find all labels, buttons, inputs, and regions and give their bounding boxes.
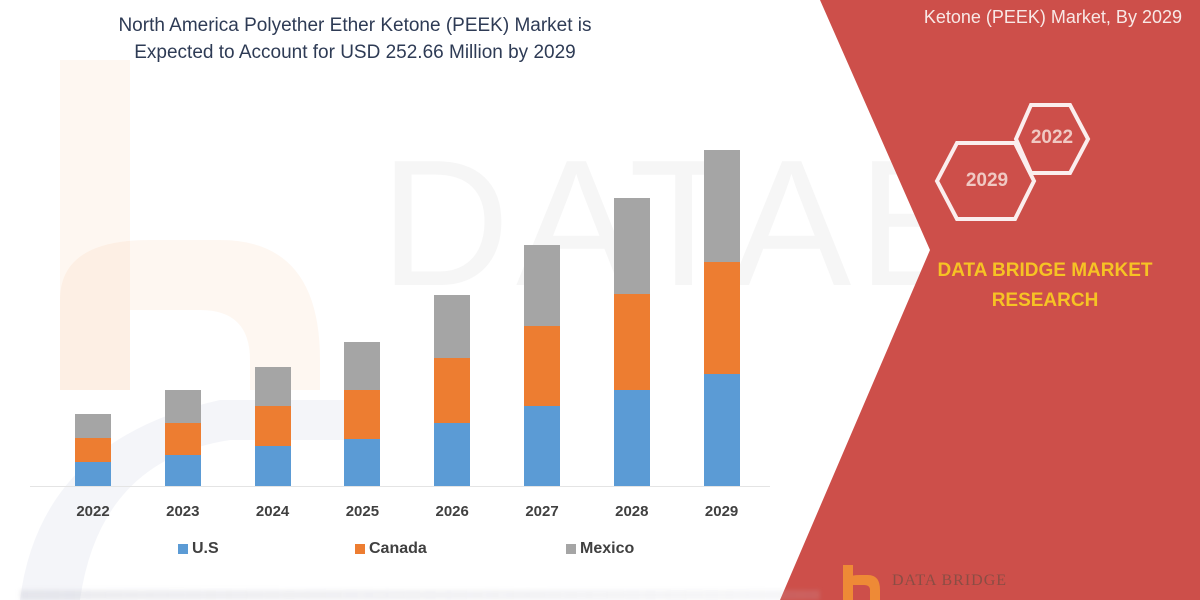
bar-segment-canada-2027 <box>524 326 560 406</box>
bar-2026 <box>434 295 471 486</box>
bar-segment-mexico-2028 <box>613 198 650 294</box>
legend-label-canada: Canada <box>369 540 427 557</box>
chart-title-line-2: Expected to Account for USD 252.66 Milli… <box>134 42 576 63</box>
legend-item-canada: Canada <box>355 540 427 558</box>
bar-segment-us-2029 <box>703 374 740 486</box>
bar-2023 <box>164 390 201 486</box>
bar-segment-mexico-2027 <box>524 245 560 326</box>
legend-label-mexico: Mexico <box>580 540 635 557</box>
bar-segment-canada-2024 <box>254 406 291 446</box>
bar-segment-mexico-2024 <box>254 367 291 406</box>
legend-item-mexico: Mexico <box>566 540 634 558</box>
bar-segment-us-2023 <box>164 455 201 486</box>
legend-label-us: U.S <box>192 540 219 557</box>
bar-segment-us-2027 <box>524 406 560 486</box>
bar-segment-canada-2022 <box>75 438 111 462</box>
bar-segment-mexico-2022 <box>75 414 111 438</box>
bar-segment-canada-2026 <box>434 358 471 423</box>
bar-segment-mexico-2026 <box>434 295 471 358</box>
side-panel-title: Ketone (PEEK) Market, By 2029 <box>923 7 1182 27</box>
bar-2025 <box>344 342 381 486</box>
legend-swatch-mexico <box>566 544 576 554</box>
legend-swatch-canada <box>355 544 365 554</box>
brand-line-1: DATA BRIDGE MARKET <box>937 260 1153 281</box>
bottom-logo-text: DATA BRIDGE <box>892 572 1008 589</box>
hex-label-2022: 2022 <box>1030 127 1074 148</box>
bar-segment-canada-2029 <box>703 262 740 374</box>
bar-segment-us-2024 <box>254 446 291 486</box>
x-tick-label-2025: 2025 <box>345 503 380 520</box>
chart-legend: U.S Canada Mexico <box>0 540 800 562</box>
x-tick-label-2029: 2029 <box>704 503 739 520</box>
bar-2029 <box>703 150 740 486</box>
bar-2022 <box>75 414 111 486</box>
bar-2028 <box>613 198 650 486</box>
x-tick-label-2027: 2027 <box>525 503 559 520</box>
bar-segment-mexico-2025 <box>344 342 381 390</box>
bar-segment-canada-2025 <box>344 390 381 439</box>
brand-line-2: RESEARCH <box>991 290 1099 311</box>
brand-name: DATA BRIDGE MARKET RESEARCH <box>920 256 1170 316</box>
bar-segment-us-2025 <box>344 439 381 486</box>
bar-segment-us-2022 <box>75 462 111 486</box>
bar-2024 <box>254 367 291 486</box>
bar-segment-mexico-2029 <box>703 150 740 262</box>
x-tick-label-2022: 2022 <box>76 503 110 520</box>
bar-segment-us-2026 <box>434 423 471 486</box>
chart-title: North America Polyether Ether Ketone (PE… <box>70 12 640 66</box>
x-axis-line <box>30 486 770 487</box>
hex-label-2029: 2029 <box>965 170 1009 191</box>
bar-segment-mexico-2023 <box>164 390 201 423</box>
bar-2027 <box>524 245 560 486</box>
legend-swatch-us <box>178 544 188 554</box>
chart-title-line-1: North America Polyether Ether Ketone (PE… <box>118 15 592 36</box>
bar-segment-us-2028 <box>613 390 650 486</box>
legend-item-us: U.S <box>178 540 219 558</box>
x-tick-label-2023: 2023 <box>166 503 200 520</box>
bar-segment-canada-2023 <box>164 423 201 455</box>
x-tick-label-2028: 2028 <box>615 503 649 520</box>
footer-source-text-blurred <box>20 590 820 600</box>
bar-segment-canada-2028 <box>613 294 650 390</box>
x-tick-label-2024: 2024 <box>255 503 290 520</box>
x-tick-label-2026: 2026 <box>435 503 469 520</box>
